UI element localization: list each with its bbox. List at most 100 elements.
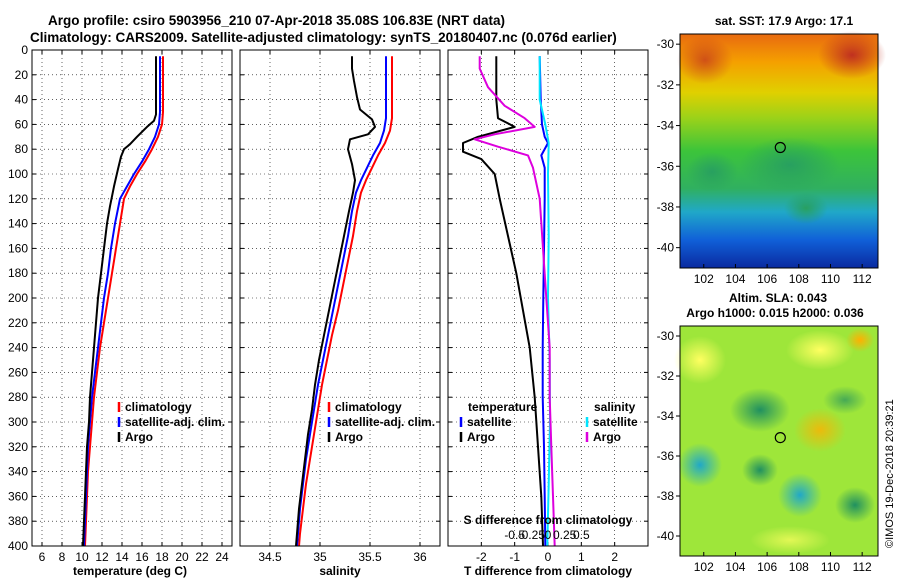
sst-map-title: sat. SST: 17.9 Argo: 17.1 bbox=[715, 14, 854, 28]
sla-features bbox=[674, 328, 875, 554]
sla-map-title: Altim. SLA: 0.043 bbox=[729, 291, 827, 305]
y-tick-label: 100 bbox=[8, 167, 28, 181]
map-x-tick-label: 110 bbox=[821, 560, 840, 574]
sst-frame bbox=[679, 33, 879, 269]
y-tick-label: 0 bbox=[21, 43, 28, 57]
y-tick-label: 320 bbox=[8, 440, 28, 454]
map-y-tick-label: -32 bbox=[657, 78, 675, 92]
x-tick-label: 1 bbox=[578, 550, 585, 564]
salinity-legend: climatology satellite-adj. clim. Argo bbox=[327, 400, 435, 444]
y-tick-label: 60 bbox=[15, 117, 29, 131]
s-tick-label: -0.25 bbox=[518, 528, 546, 542]
x-tick-label: 20 bbox=[175, 550, 189, 564]
sst-map-ticks: 102 104 106 108 110 112 -30 -32 -34 -36 -38 -40 bbox=[657, 37, 872, 286]
sst-green-patch bbox=[740, 137, 840, 193]
temperature-x-ticks: 6 8 10 12 14 16 18 20 22 24 bbox=[39, 550, 229, 564]
y-tick-label: 80 bbox=[15, 142, 29, 156]
series-line-climatology bbox=[298, 56, 393, 546]
y-tick-label: 240 bbox=[8, 341, 28, 355]
x-tick-label: 16 bbox=[135, 550, 149, 564]
y-tick-label: 40 bbox=[15, 93, 29, 107]
legend-label-argo: Argo bbox=[335, 430, 363, 444]
legend-label-sal-argo: Argo bbox=[593, 430, 621, 444]
y-tick-label: 200 bbox=[8, 291, 28, 305]
x-tick-label: 35.5 bbox=[358, 550, 382, 564]
map-x-tick-label: 108 bbox=[789, 272, 809, 286]
sla-map-ticks: 102 104 106 108 110 112 -30 -32 -34 -36 -38 -40 bbox=[657, 329, 872, 574]
header-line-1: Argo profile: csiro 5903956_210 07-Apr-2… bbox=[48, 13, 505, 28]
sla-high-patch bbox=[794, 408, 846, 452]
map-x-tick-label: 102 bbox=[694, 560, 714, 574]
sla-low-patch bbox=[678, 443, 722, 487]
map-y-tick-label: -32 bbox=[657, 369, 675, 383]
legend-label-argo: Argo bbox=[125, 430, 153, 444]
depth-y-ticks: 0 20 40 60 80 100 120 140 160 180 200 220 240 260 280 3… bbox=[8, 43, 28, 553]
map-y-tick-label: -34 bbox=[657, 409, 675, 423]
series-line-climatology bbox=[84, 56, 164, 546]
series-line-salinity-satellite bbox=[538, 56, 551, 546]
legend-label-climatology: climatology bbox=[125, 400, 192, 414]
sst-warm-patch bbox=[677, 36, 733, 84]
y-tick-label: 220 bbox=[8, 316, 28, 330]
sst-green-patch bbox=[784, 192, 828, 224]
y-tick-label: 120 bbox=[8, 192, 28, 206]
x-tick-label: 18 bbox=[155, 550, 169, 564]
salinity-xlabel: salinity bbox=[319, 564, 361, 578]
argo-location-marker bbox=[774, 432, 786, 444]
series-line-salinity-argo bbox=[473, 56, 556, 546]
sla-map-subtitle: Argo h1000: 0.015 h2000: 0.036 bbox=[686, 306, 864, 320]
x-tick-label: 24 bbox=[215, 550, 229, 564]
y-tick-label: 160 bbox=[8, 241, 28, 255]
sla-low-patch bbox=[835, 487, 875, 523]
x-tick-label: 10 bbox=[75, 550, 89, 564]
x-tick-label: 36 bbox=[413, 550, 427, 564]
y-tick-label: 340 bbox=[8, 465, 28, 479]
x-tick-label: 6 bbox=[39, 550, 46, 564]
argo-location-marker bbox=[774, 141, 786, 154]
temperature-xlabel: temperature (deg C) bbox=[73, 564, 187, 578]
map-y-tick-label: -40 bbox=[657, 529, 675, 543]
s-tick-label: -0.5 bbox=[504, 528, 525, 542]
map-x-tick-label: 108 bbox=[789, 560, 809, 574]
map-x-tick-label: 106 bbox=[757, 560, 777, 574]
sla-high-patch bbox=[750, 526, 830, 554]
x-tick-label: 2 bbox=[611, 550, 618, 564]
sla-high-patch bbox=[786, 330, 854, 370]
sla-high-patch bbox=[846, 328, 874, 352]
salinity-frame bbox=[239, 49, 441, 547]
sst-warm-patch bbox=[818, 31, 886, 79]
difference-panel: -2 -1 0 1 2 -0.5-0.25 0 0.250.5 S difference f… bbox=[447, 49, 649, 578]
y-tick-label: 180 bbox=[8, 266, 28, 280]
series-line-argo bbox=[295, 56, 376, 546]
temperature-legend: climatology satellite-adj. clim. Argo bbox=[117, 400, 225, 444]
map-y-tick-label: -34 bbox=[657, 119, 675, 133]
map-y-tick-label: -36 bbox=[657, 159, 675, 173]
sst-green-patch bbox=[686, 152, 738, 192]
map-x-tick-label: 104 bbox=[725, 272, 745, 286]
y-tick-label: 400 bbox=[8, 539, 28, 553]
legend-label-satellite: satellite-adj. clim. bbox=[335, 415, 435, 429]
y-tick-label: 260 bbox=[8, 365, 28, 379]
salinity-panel: 34.5 35 35.5 36 salinity climatology satell… bbox=[239, 49, 441, 578]
map-x-tick-label: 110 bbox=[821, 272, 840, 286]
difference-x-ticks: -2 -1 0 1 2 bbox=[476, 550, 618, 564]
sst-features bbox=[677, 31, 886, 224]
salinity-x-ticks: 34.5 35 35.5 36 bbox=[258, 550, 427, 564]
map-x-tick-label: 104 bbox=[725, 560, 745, 574]
x-tick-label: 12 bbox=[95, 550, 109, 564]
map-y-tick-label: -38 bbox=[657, 489, 675, 503]
map-y-tick-label: -40 bbox=[657, 241, 675, 255]
legend-title-temperature: temperature bbox=[468, 400, 538, 414]
header-line-2: Climatology: CARS2009. Satellite-adjuste… bbox=[30, 30, 617, 45]
legend-label-satellite: satellite-adj. clim. bbox=[125, 415, 225, 429]
difference-lines bbox=[462, 56, 556, 546]
x-tick-label: 14 bbox=[115, 550, 129, 564]
series-line-temperature-satellite bbox=[538, 56, 549, 546]
sla-map: Altim. SLA: 0.043 Argo h1000: 0.015 h200… bbox=[657, 291, 879, 574]
map-y-tick-label: -30 bbox=[657, 329, 675, 343]
y-tick-label: 300 bbox=[8, 415, 28, 429]
legend-label-temp-argo: Argo bbox=[467, 430, 495, 444]
x-tick-label: 35 bbox=[313, 550, 327, 564]
map-y-tick-label: -36 bbox=[657, 449, 675, 463]
